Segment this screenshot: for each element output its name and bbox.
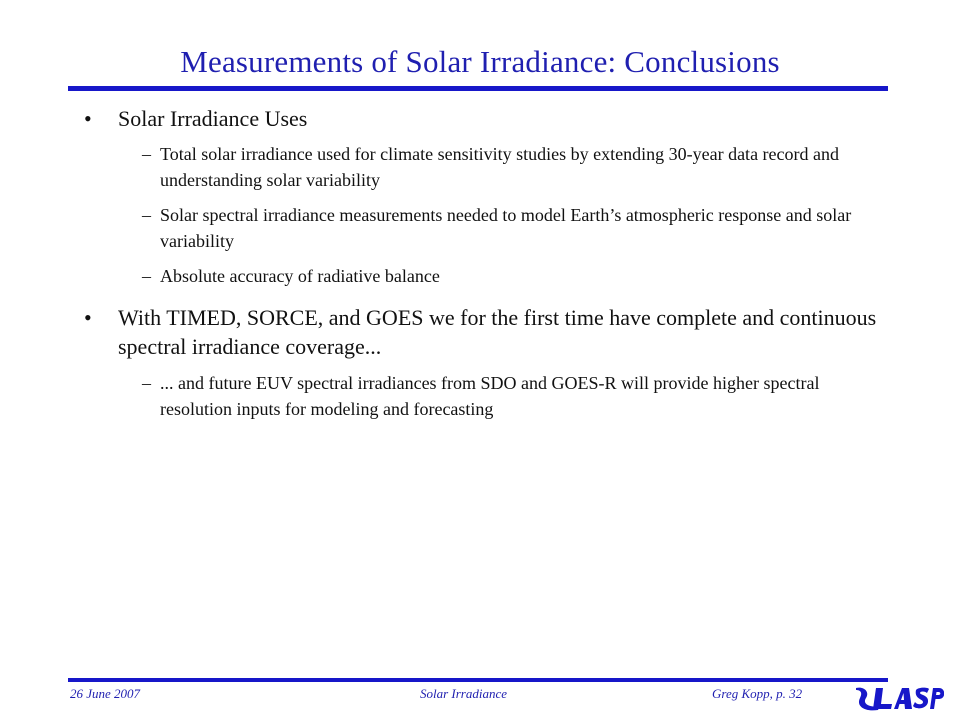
bullet-text: Solar Irradiance Uses xyxy=(118,106,308,131)
footer-author-page: Greg Kopp, p. 32 xyxy=(712,686,803,701)
footer-topic: Solar Irradiance xyxy=(420,686,508,701)
dash-glyph: – xyxy=(142,144,151,164)
footer-date: 26 June 2007 xyxy=(70,686,141,701)
dash-glyph: – xyxy=(142,205,151,225)
bullet-glyph: • xyxy=(84,106,92,131)
dash-glyph: – xyxy=(142,266,151,286)
sub-bullet-text: Total solar irradiance used for climate … xyxy=(160,144,840,190)
sub-bullet-item: – Total solar irradiance used for climat… xyxy=(74,141,894,193)
sub-bullet-text: ... and future EUV spectral irradiances … xyxy=(160,373,820,419)
sub-bullet-item: – ... and future EUV spectral irradiance… xyxy=(74,370,894,422)
footer-divider xyxy=(68,678,888,682)
slide-body: • Solar Irradiance Uses – Total solar ir… xyxy=(74,104,894,422)
bullet-glyph: • xyxy=(84,305,92,330)
title-divider xyxy=(68,86,888,91)
bullet-item: • With TIMED, SORCE, and GOES we for the… xyxy=(74,303,894,361)
dash-glyph: – xyxy=(142,373,151,393)
sub-bullet-text: Solar spectral irradiance measurements n… xyxy=(160,205,852,251)
lasp-logo-icon xyxy=(856,687,944,711)
sub-bullet-text: Absolute accuracy of radiative balance xyxy=(160,266,440,286)
sub-bullet-item: – Absolute accuracy of radiative balance xyxy=(74,263,894,289)
slide-title: Measurements of Solar Irradiance: Conclu… xyxy=(180,44,780,79)
bullet-text: With TIMED, SORCE, and GOES we for the f… xyxy=(118,305,877,359)
bullet-item: • Solar Irradiance Uses xyxy=(74,104,894,133)
sub-bullet-item: – Solar spectral irradiance measurements… xyxy=(74,202,894,254)
